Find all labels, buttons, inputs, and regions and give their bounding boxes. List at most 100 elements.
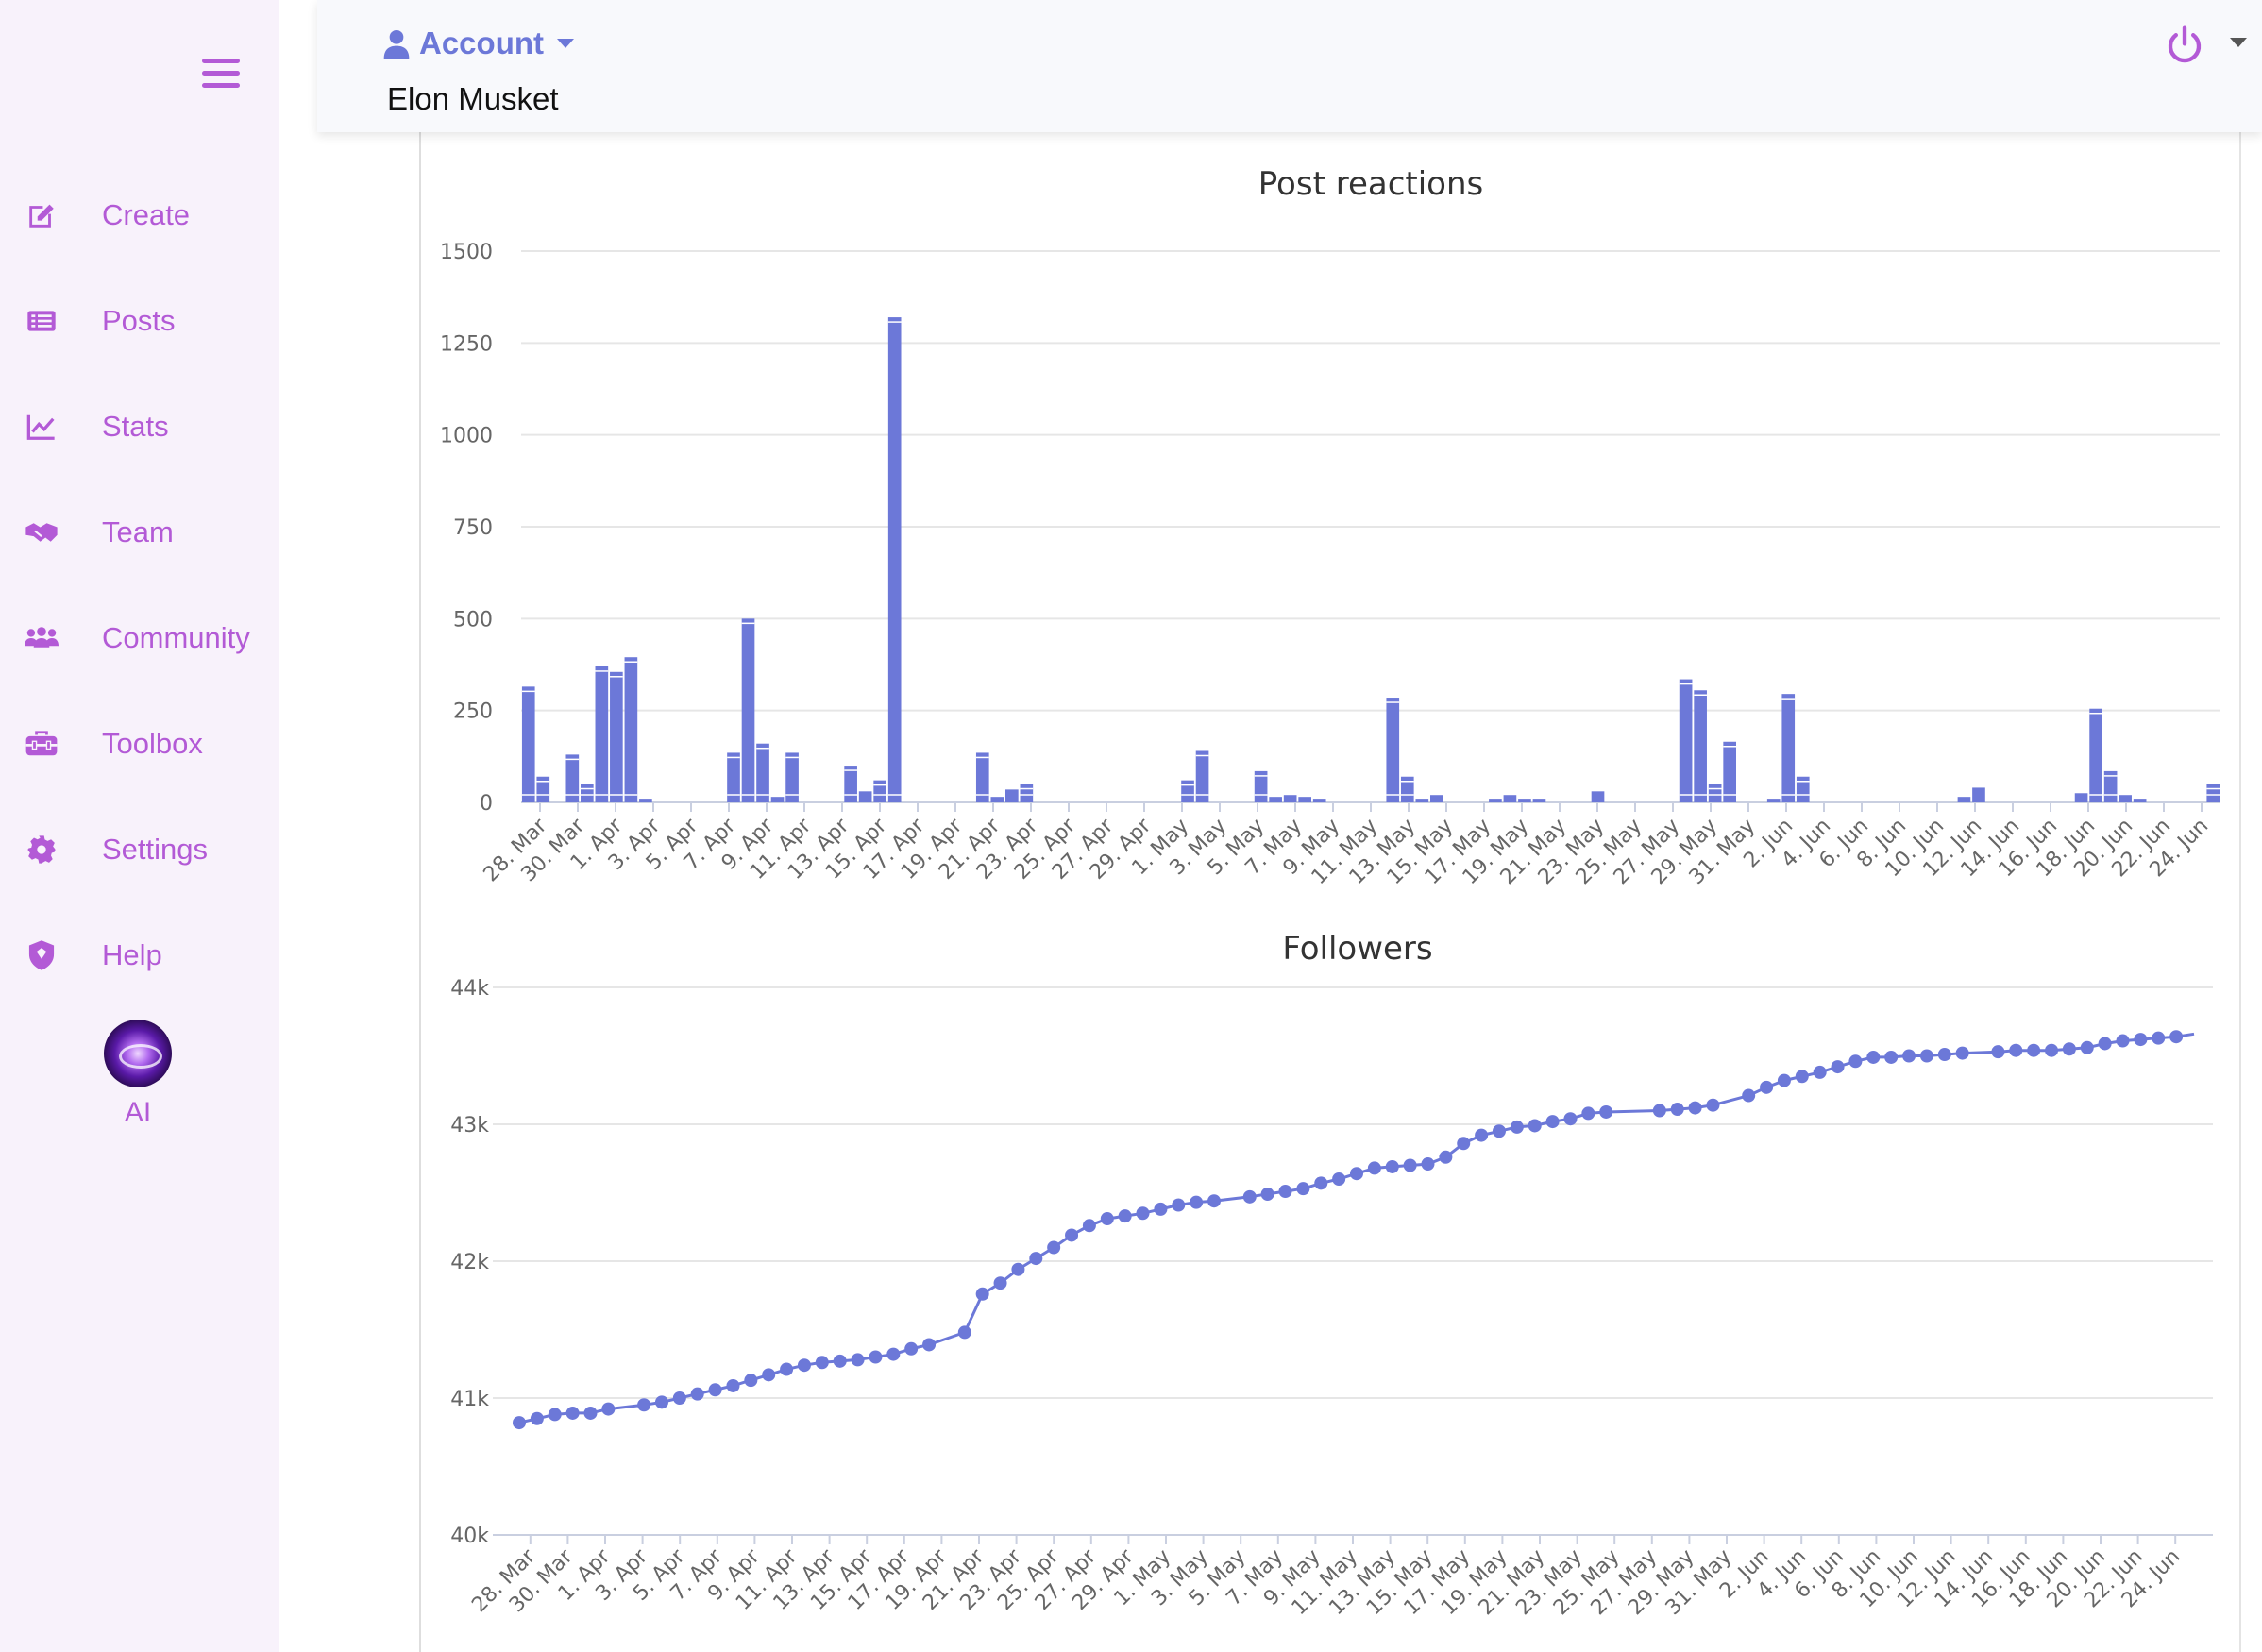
bar (741, 618, 755, 802)
data-point (530, 1411, 544, 1425)
data-point (708, 1383, 722, 1397)
bar (1766, 799, 1781, 802)
bar (1591, 791, 1605, 802)
bar (1796, 776, 1810, 802)
bar (2089, 708, 2102, 802)
bar (844, 766, 857, 802)
bar (1430, 795, 1443, 802)
data-point (654, 1395, 668, 1409)
data-point (1848, 1054, 1863, 1069)
sidebar-item-label: Community (102, 621, 250, 654)
data-point (1991, 1045, 2005, 1059)
data-point (1688, 1101, 1702, 1115)
handshake-icon (25, 515, 59, 549)
post-reactions-chart: Post reactions025050075010001250150028. … (440, 165, 2220, 889)
data-point (1065, 1228, 1079, 1242)
sidebar-item-toolbox[interactable]: Toolbox (0, 691, 279, 797)
data-point (1563, 1112, 1578, 1126)
data-point (904, 1341, 919, 1356)
bar (770, 797, 785, 802)
data-point (1367, 1161, 1381, 1175)
data-point (1154, 1202, 1168, 1216)
bar (975, 752, 989, 802)
data-point (1332, 1172, 1346, 1186)
shield-icon (25, 938, 59, 972)
bar (1503, 795, 1517, 802)
bar (1195, 750, 1209, 802)
sidebar-item-help[interactable]: Help (0, 902, 279, 1008)
ai-avatar (104, 1020, 172, 1087)
data-point (833, 1354, 847, 1368)
data-point (1136, 1206, 1150, 1221)
sidebar-item-stats[interactable]: Stats (0, 374, 279, 480)
toolbox-icon (25, 727, 59, 761)
data-point (1278, 1185, 1292, 1199)
data-point (1831, 1060, 1845, 1074)
user-icon (383, 30, 410, 59)
chart-title: Post reactions (1258, 165, 1483, 203)
data-point (1172, 1198, 1186, 1212)
bar (2206, 784, 2220, 802)
y-tick-label: 1250 (440, 332, 493, 356)
data-point (1670, 1103, 1684, 1117)
data-point (1100, 1212, 1114, 1226)
data-point (1902, 1049, 1916, 1063)
sidebar-item-team[interactable]: Team (0, 480, 279, 585)
sidebar-item-community[interactable]: Community (0, 585, 279, 691)
data-point (2062, 1042, 2076, 1056)
data-point (1475, 1128, 1489, 1142)
data-point (2027, 1043, 2041, 1057)
data-point (1350, 1167, 1363, 1181)
sidebar-item-create[interactable]: Create (0, 162, 279, 268)
edit-icon (25, 198, 59, 232)
y-tick-label: 42k (450, 1251, 489, 1274)
bar (858, 791, 872, 802)
sidebar-item-label: Settings (102, 833, 209, 866)
data-point (1813, 1065, 1827, 1079)
sidebar-item-label: Posts (102, 304, 176, 337)
list-icon (25, 304, 59, 338)
data-point (1457, 1137, 1471, 1151)
data-point (1510, 1120, 1524, 1134)
bar (990, 797, 1004, 802)
bar (1020, 784, 1034, 802)
data-point (2045, 1043, 2059, 1057)
y-tick-label: 43k (450, 1114, 489, 1138)
data-point (1866, 1050, 1881, 1064)
bar (595, 666, 609, 802)
bar (581, 784, 594, 802)
sidebar-item-posts[interactable]: Posts (0, 268, 279, 374)
sidebar-item-settings[interactable]: Settings (0, 797, 279, 902)
users-icon (25, 621, 59, 655)
y-tick-label: 41k (450, 1388, 489, 1411)
data-point (1190, 1195, 1204, 1209)
data-point (1421, 1157, 1435, 1172)
data-point (957, 1325, 971, 1340)
sidebar-item-label: Create (102, 198, 191, 231)
data-point (1118, 1209, 1132, 1223)
data-point (2098, 1037, 2112, 1051)
account-dropdown[interactable]: Account (383, 23, 574, 64)
bar (1694, 690, 1707, 802)
data-point (2169, 1030, 2184, 1044)
bar (1708, 784, 1722, 802)
data-point (1385, 1159, 1399, 1173)
bar (2074, 793, 2088, 802)
bar (1972, 787, 1985, 802)
ai-assistant-button[interactable]: AI (104, 1020, 172, 1129)
data-point (690, 1387, 704, 1401)
bar (1679, 679, 1693, 802)
data-point (1955, 1046, 1969, 1060)
data-point (1937, 1048, 1951, 1062)
hamburger-menu-icon[interactable] (202, 59, 240, 91)
data-point (2116, 1034, 2130, 1048)
bar (1489, 799, 1502, 802)
stats-content: Post reactions 0 250 500 750 1000 1250 1500 28. … (419, 113, 2241, 1652)
power-icon[interactable] (2166, 25, 2203, 66)
data-point (1742, 1088, 1756, 1103)
power-menu-chevron-down-icon[interactable] (2230, 38, 2247, 47)
data-point (851, 1353, 865, 1367)
data-point (1795, 1070, 1809, 1084)
bar (2119, 795, 2132, 802)
bar (887, 317, 902, 802)
